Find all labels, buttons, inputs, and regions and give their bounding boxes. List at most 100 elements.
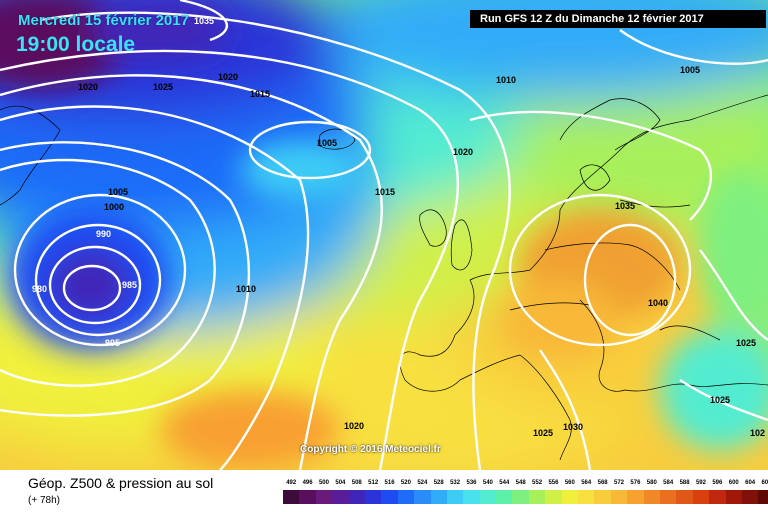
scale-level-label: 600 [728,480,739,486]
scale-level-label: 552 [532,480,543,486]
isobar-label: 1000 [104,202,124,212]
scale-swatch [610,490,628,504]
isobar-label: 1025 [153,82,173,92]
scale-swatch [676,490,693,504]
scale-swatch [709,490,726,504]
isobar-label: 995 [105,338,120,348]
scale-swatch [315,490,333,504]
scale-swatch [479,490,497,504]
isobar-1035-top [179,0,229,42]
scale-swatch [512,490,529,504]
isobar-980 [62,264,122,312]
valid-time-title: 19:00 locale [16,33,136,56]
z500-color-field [0,0,768,470]
isobar-label: 1030 [563,422,583,432]
scale-swatch [299,490,316,504]
scale-level-label: 544 [499,480,510,486]
scale-level-label: 528 [433,480,444,486]
scale-level-label: 592 [695,480,706,486]
scale-swatch [758,490,768,504]
isobar-label: 1015 [375,187,395,197]
scale-level-label: 560 [564,480,575,486]
scale-swatch [430,490,447,504]
isobar-label: 1020 [218,72,238,82]
color-scale-levels: 492 496 500 504 508 512 516 520 524 528 532 536 540 5… [283,478,768,488]
isobar-label: 1035 [615,201,635,211]
isobar-1000 [0,158,216,387]
scale-level-label: 576 [630,480,641,486]
isobar-990 [34,223,162,337]
isobar-label: 1040 [648,298,668,308]
isobar-label: 1020 [344,421,364,431]
scale-swatch [446,490,464,504]
scale-swatch [643,490,660,504]
scale-level-label: 548 [515,480,526,486]
isobar-995 [13,193,187,347]
isobar-1040 [583,223,677,337]
scale-swatch [348,490,365,504]
scale-swatch [528,490,546,504]
scale-swatch [594,490,611,504]
scale-swatch [627,490,644,504]
isobar-label: 990 [96,229,111,239]
scale-level-label: 540 [482,480,493,486]
color-scale-swatches [283,490,768,504]
scale-level-label: 496 [302,480,313,486]
scale-level-label: 604 [745,480,756,486]
scale-level-label: 596 [712,480,723,486]
isobar-label: 1010 [236,284,256,294]
scale-level-label: 524 [417,480,428,486]
isobar-label: 1035 [194,16,214,26]
lead-time: (+ 78h) [28,495,60,506]
scale-level-label: 504 [335,480,346,486]
scale-level-label: 608 [761,480,768,486]
scale-level-label: 536 [466,480,477,486]
isobars [0,0,768,470]
copyright-notice: Copyright © 2016 Meteociel.fr [300,444,441,455]
scale-swatch [692,490,710,504]
scale-level-label: 532 [450,480,461,486]
isobar-label: 1005 [317,138,337,148]
scale-level-label: 500 [318,480,329,486]
isobar-label: 1015 [250,89,270,99]
isobar-1020 [0,49,460,470]
isobar-label: 1005 [108,187,128,197]
scale-swatch [463,490,480,504]
isobar-label: 1020 [78,82,98,92]
model-run-info: Run GFS 12 Z du Dimanche 12 février 2017 [470,10,766,28]
isobar-1025 [39,11,511,470]
scale-swatch [364,490,382,504]
scale-level-label: 512 [368,480,379,486]
isobar-1030 [469,110,713,221]
isobar-label: 1010 [496,75,516,85]
scale-level-label: 572 [614,480,625,486]
isobar-1005-ne [619,29,768,65]
valid-date-title: Mercredi 15 février 2017 [18,12,189,29]
isobar-1035 [508,193,692,347]
isobar-1015 [0,74,383,470]
isobar-1025-south [539,349,592,470]
scale-level-label: 564 [581,480,592,486]
scale-swatch [397,490,415,504]
scale-level-label: 588 [679,480,690,486]
isobar-label: 1005 [680,65,700,75]
isobar-label: 1025 [710,395,730,405]
scale-level-label: 580 [646,480,657,486]
isobar-label: 1025 [533,428,553,438]
coastlines [0,94,768,461]
scale-level-label: 492 [286,480,297,486]
scale-swatch [659,490,677,504]
isobar-1010 [0,105,310,470]
geopotential-map: 1035 1020 1025 1020 1015 1010 1005 1005 … [0,0,768,470]
scale-swatch [561,490,579,504]
scale-swatch [283,490,300,504]
scale-swatch [725,490,742,504]
isobar-label: 102 [750,428,765,438]
scale-swatch [496,490,513,504]
scale-level-label: 584 [663,480,674,486]
isobar-labels: 1035 1020 1025 1020 1015 1010 1005 1005 … [32,16,765,438]
isobar-label: 1020 [453,147,473,157]
scale-swatch [332,490,349,504]
scale-swatch [414,490,431,504]
